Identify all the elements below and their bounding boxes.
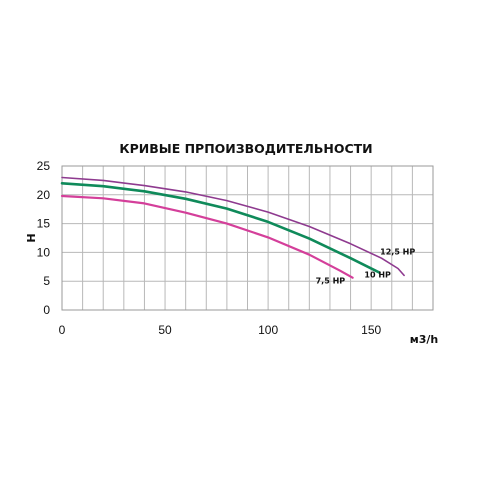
chart-title: КРИВЫЕ ПРПОИЗВОДИТЕЛЬНОСТИ <box>119 141 372 156</box>
y-tick-label: 25 <box>37 159 51 173</box>
series-lines <box>60 176 405 279</box>
x-tick-label: 100 <box>258 323 278 337</box>
series-label: 7,5 HP <box>316 277 346 286</box>
series-label: 10 HP <box>364 271 391 280</box>
plot-frame <box>61 165 434 311</box>
series-labels: 12,5 HP 10 HP 7,5 HP <box>316 247 416 285</box>
series-line <box>60 194 354 279</box>
y-axis-label: H <box>25 233 38 242</box>
x-axis-label: м3/h <box>410 333 439 346</box>
x-tick-label: 150 <box>361 323 381 337</box>
y-tick-label: 20 <box>37 188 51 202</box>
y-tick-label: 5 <box>43 274 50 288</box>
x-tick-label: 0 <box>59 323 66 337</box>
x-tick-label: 50 <box>158 323 172 337</box>
series-line <box>61 176 405 277</box>
y-tick-label: 0 <box>43 303 50 317</box>
y-tick-label: 10 <box>37 245 51 259</box>
series-line <box>60 182 381 274</box>
y-tick-label: 15 <box>37 217 51 231</box>
series-label: 12,5 HP <box>380 247 415 256</box>
tick-labels: 0 5 10 15 20 25 0 50 100 150 <box>37 159 382 337</box>
